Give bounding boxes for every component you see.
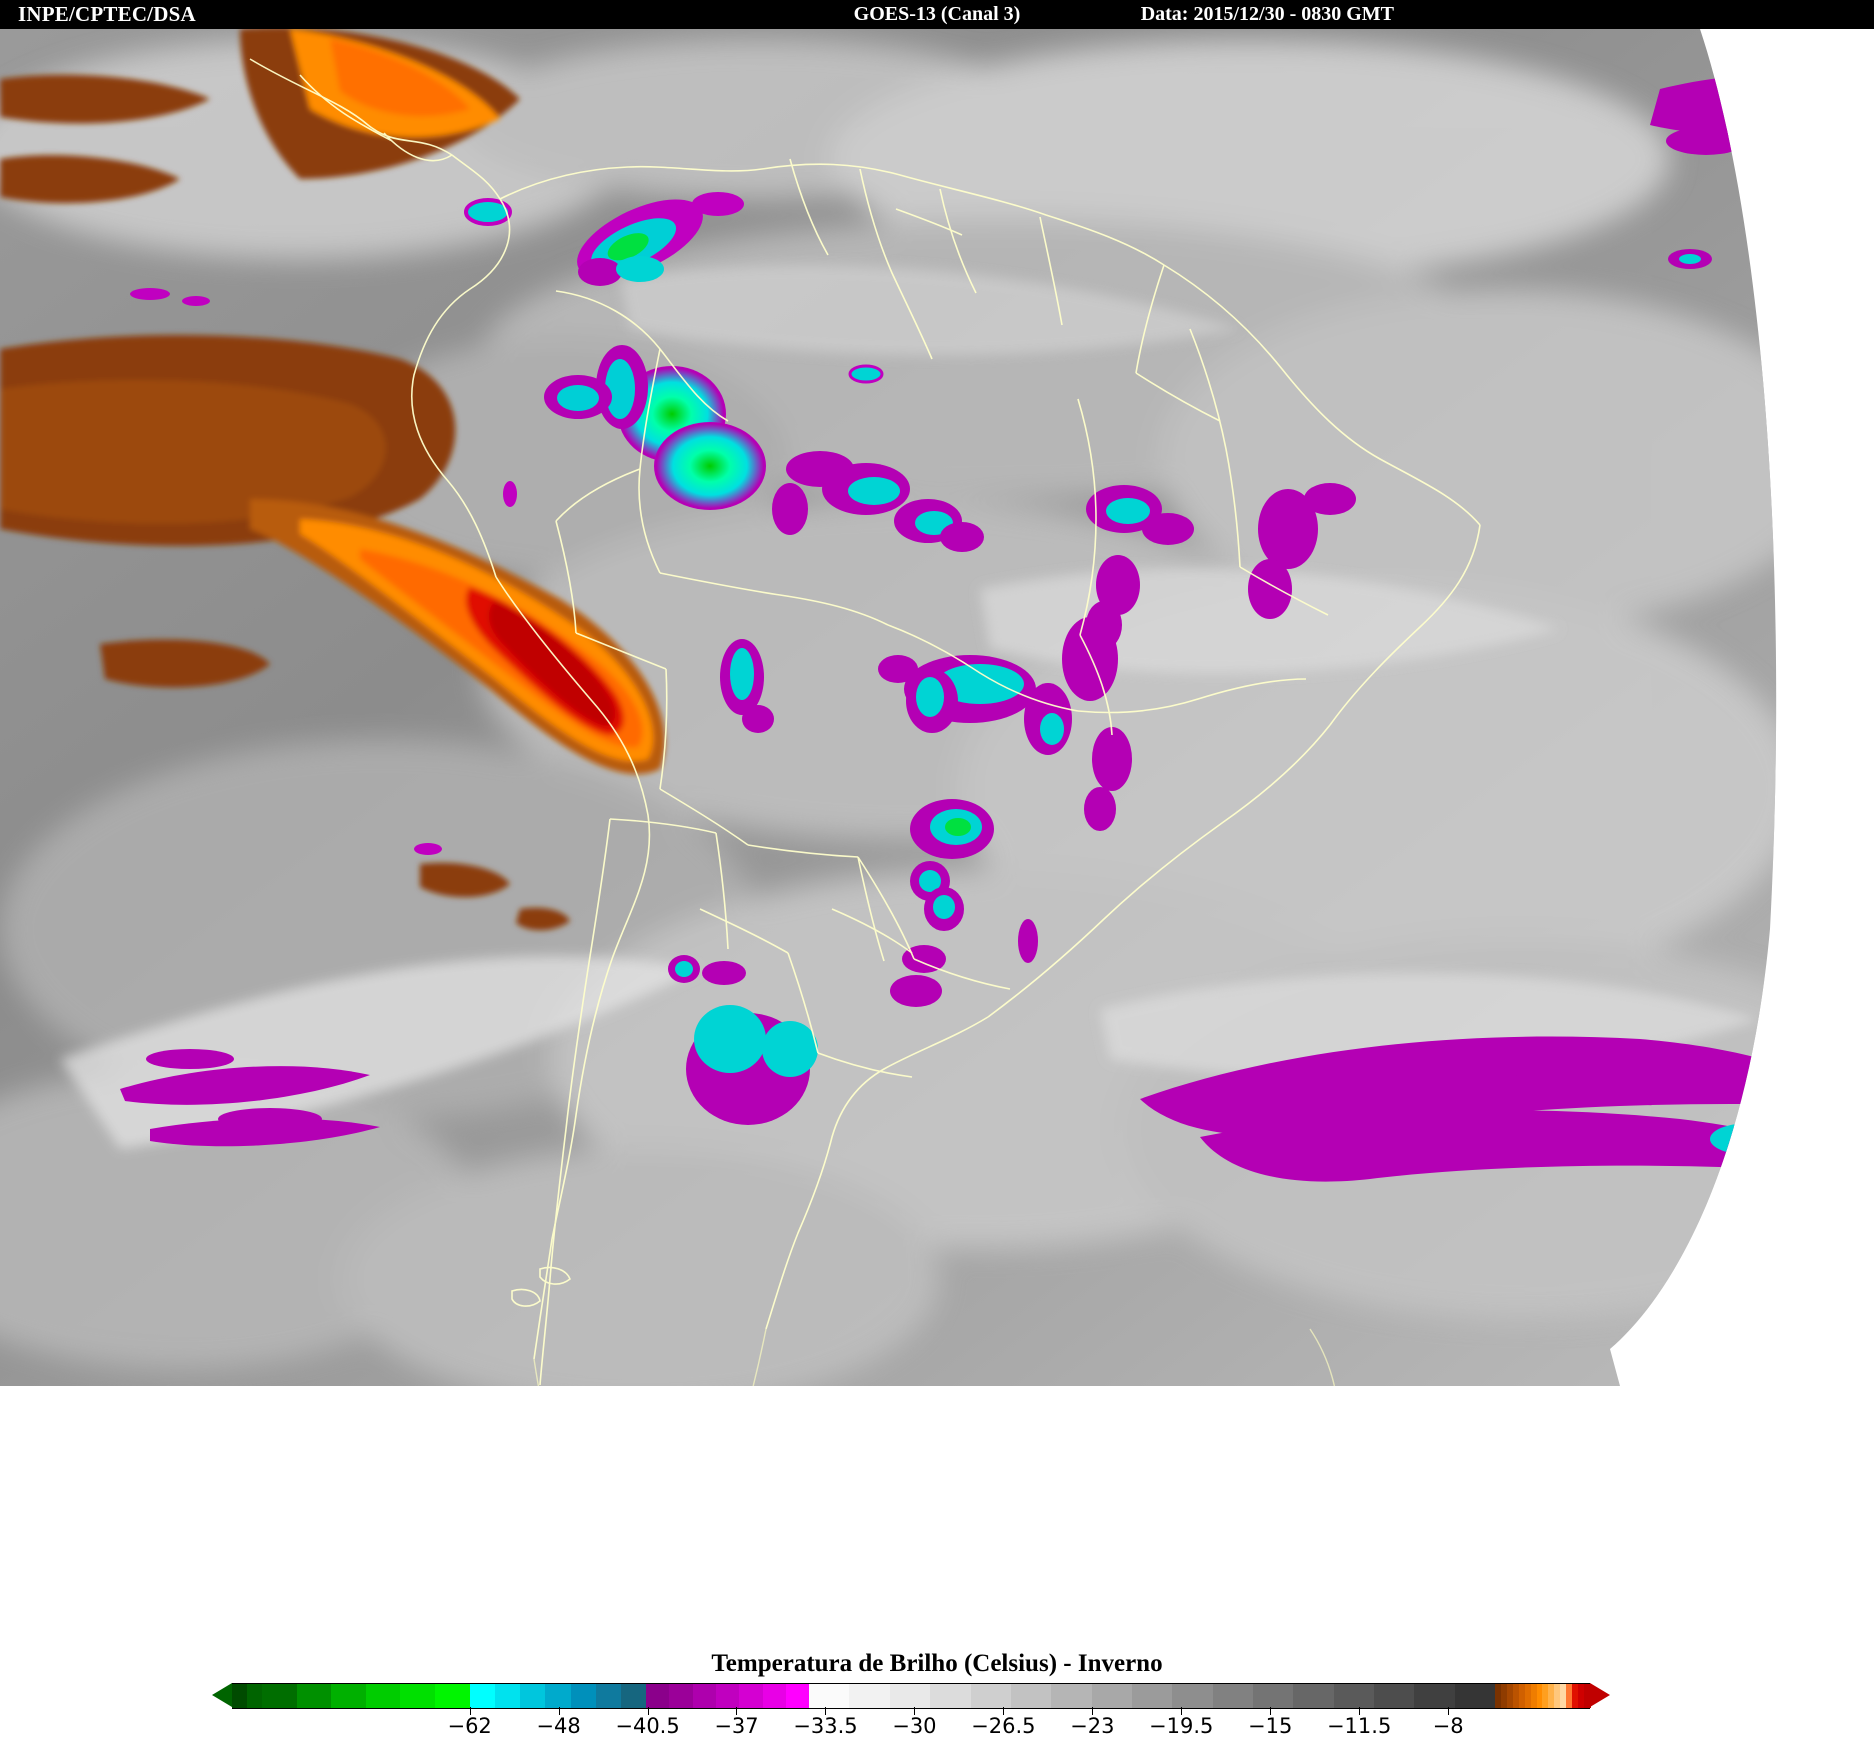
colorbar-swatch xyxy=(1554,1684,1561,1708)
colorbar-swatch xyxy=(1548,1684,1555,1708)
satellite-label: GOES-13 (Canal 3) xyxy=(853,3,1021,25)
colorbar-swatch xyxy=(1172,1684,1214,1708)
colorbar-swatch xyxy=(1560,1684,1567,1708)
colorbar-swatch xyxy=(646,1684,671,1708)
colorbar-swatch xyxy=(1536,1684,1544,1708)
colorbar-tick xyxy=(825,1707,827,1715)
colorbar-tick xyxy=(1448,1707,1450,1715)
colorbar-swatch xyxy=(1293,1684,1335,1708)
colorbar-swatch xyxy=(620,1684,647,1708)
colorbar-swatch xyxy=(246,1684,263,1708)
colorbar-swatch xyxy=(716,1684,740,1708)
colorbar-tick-label: −26.5 xyxy=(971,1714,1036,1738)
colorbar-swatch xyxy=(1373,1684,1415,1708)
colorbar-swatch xyxy=(1518,1684,1526,1708)
colorbar-tick-label: −62 xyxy=(447,1714,492,1738)
colorbar-swatch xyxy=(595,1684,622,1708)
colorbar-tick xyxy=(1003,1707,1005,1715)
colorbar-swatch xyxy=(545,1684,572,1708)
colorbar-tick-label: −37 xyxy=(714,1714,759,1738)
colorbar-tick xyxy=(1092,1707,1094,1715)
datetime-label: Data: 2015/12/30 - 0830 GMT xyxy=(1140,3,1394,25)
colorbar-tick xyxy=(1270,1707,1272,1715)
colorbar-swatch xyxy=(365,1684,401,1708)
colorbar-swatch xyxy=(762,1684,787,1708)
colorbar-tick xyxy=(469,1707,471,1715)
colorbar-swatch xyxy=(1566,1684,1573,1708)
colorbar-swatch xyxy=(1212,1684,1254,1708)
colorbar-swatch xyxy=(739,1684,764,1708)
colorbar-swatch xyxy=(296,1684,332,1708)
coastline-overlay xyxy=(249,58,1481,1386)
colorbar-swatch xyxy=(1578,1684,1585,1708)
colorbar-swatch xyxy=(889,1684,931,1708)
colorbar-swatch xyxy=(849,1684,891,1708)
coastline-below-data xyxy=(533,1328,1336,1386)
colorbar-tick-label: −8 xyxy=(1432,1714,1464,1738)
colorbar-swatch xyxy=(1252,1684,1294,1708)
colorbar-swatch xyxy=(1584,1684,1591,1708)
colorbar-swatch xyxy=(669,1684,694,1708)
colorbar-tick-label: −33.5 xyxy=(793,1714,858,1738)
colorbar-swatch xyxy=(785,1684,810,1708)
colorbar-swatch xyxy=(692,1684,717,1708)
colorbar-tick-label: −23 xyxy=(1070,1714,1115,1738)
colorbar-tick-label: −11.5 xyxy=(1326,1714,1392,1738)
colorbar-swatch xyxy=(520,1684,546,1708)
infrared-satellite-map xyxy=(0,29,1874,1386)
colorbar-tick-label: −19.5 xyxy=(1149,1714,1214,1738)
colorbar-ticks xyxy=(232,1707,1590,1716)
colorbar-swatch xyxy=(1494,1684,1502,1708)
colorbar-swatch xyxy=(261,1684,298,1708)
colorbar-title: Temperatura de Brilho (Celsius) - Invern… xyxy=(711,1650,1163,1677)
colorbar-tick xyxy=(647,1707,649,1715)
colorbar-swatch xyxy=(331,1684,367,1708)
colorbar-swatch xyxy=(435,1684,471,1708)
colorbar-swatch xyxy=(400,1684,436,1708)
colorbar-tick-label: −15 xyxy=(1248,1714,1293,1738)
colorbar-swatch xyxy=(1131,1684,1173,1708)
agency-label: INPE/CPTEC/DSA xyxy=(18,2,196,26)
colorbar-tick-labels: −62 −48 −40.5 −37 −33.5 −30 −26.5 −23 −19.5 −15 −1… xyxy=(232,1714,1590,1748)
colorbar-tick xyxy=(1181,1707,1183,1715)
colorbar-swatch xyxy=(1530,1684,1538,1708)
colorbar-swatch xyxy=(1010,1684,1052,1708)
colorbar-swatch xyxy=(1524,1684,1532,1708)
colorbar-swatch xyxy=(1500,1684,1508,1708)
colorbar-tick xyxy=(558,1707,560,1715)
colorbar-swatch xyxy=(1414,1684,1456,1708)
colorbar-swatch xyxy=(930,1684,972,1708)
colorbar-panel: Temperatura de Brilho (Celsius) - Invern… xyxy=(0,1650,1874,1753)
colorbar-swatch xyxy=(1454,1684,1496,1708)
colorbar-swatch xyxy=(1542,1684,1549,1708)
colorbar-swatch xyxy=(232,1684,248,1708)
colorbar-tick-label: −40.5 xyxy=(615,1714,680,1738)
colorbar-low-extend-arrow xyxy=(212,1683,232,1707)
colorbar-tick-label: −30 xyxy=(892,1714,937,1738)
colorbar-swatch xyxy=(970,1684,1012,1708)
colorbar-swatch xyxy=(1091,1684,1133,1708)
colorbar-swatch xyxy=(1506,1684,1514,1708)
colorbar-swatch xyxy=(1512,1684,1520,1708)
satellite-image-panel xyxy=(0,29,1874,1386)
colorbar-high-extend-arrow xyxy=(1590,1683,1610,1707)
colorbar-tick xyxy=(736,1707,738,1715)
colorbar-swatch xyxy=(1333,1684,1375,1708)
colorbar-gradient xyxy=(232,1683,1591,1709)
colorbar-swatch xyxy=(570,1684,597,1708)
colorbar-swatch xyxy=(494,1684,521,1708)
colorbar-swatch xyxy=(1051,1684,1093,1708)
colorbar-tick xyxy=(914,1707,916,1715)
colorbar-swatch xyxy=(1572,1684,1579,1708)
colorbar-tick-label: −48 xyxy=(536,1714,581,1738)
colorbar-tick xyxy=(1359,1707,1361,1715)
colorbar-swatch xyxy=(469,1684,496,1708)
colorbar-swatch xyxy=(809,1684,851,1708)
title-bar: INPE/CPTEC/DSA GOES-13 (Canal 3) Data: 2… xyxy=(0,0,1874,29)
